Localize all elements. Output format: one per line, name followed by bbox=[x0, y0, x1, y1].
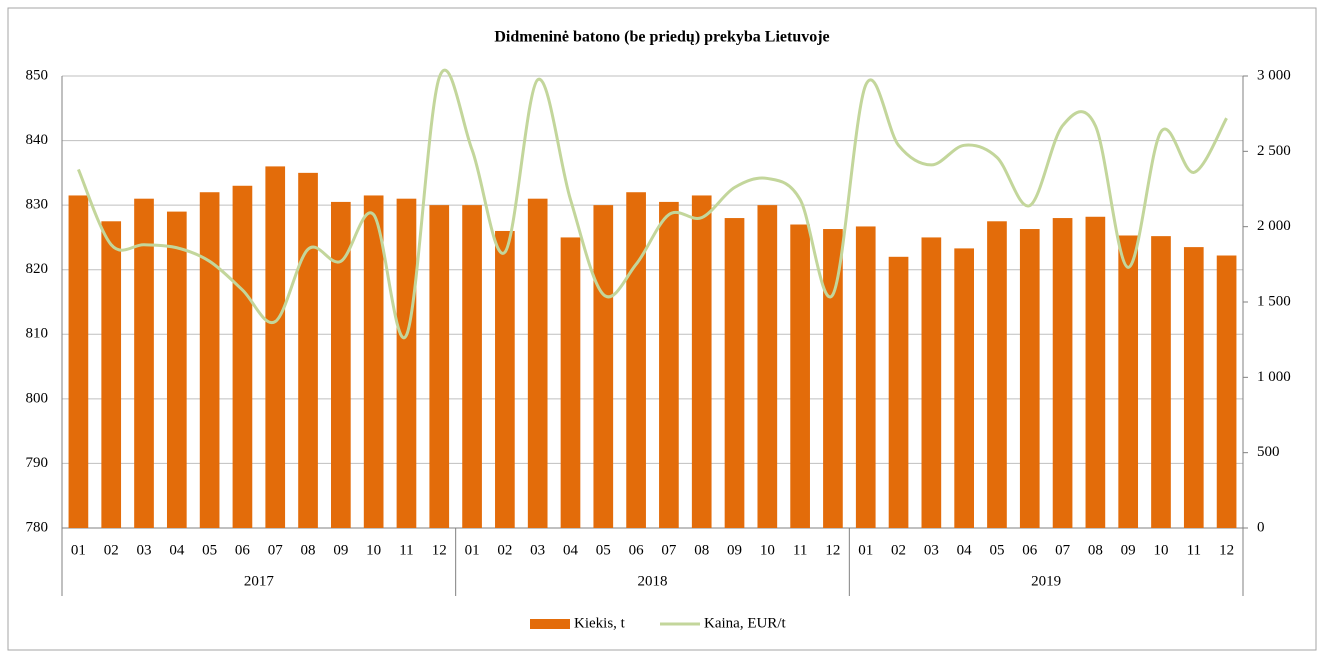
x-tick-label: 12 bbox=[1219, 542, 1234, 558]
x-tick-label: 02 bbox=[104, 542, 119, 558]
x-tick-label: 01 bbox=[858, 542, 873, 558]
x-tick-label: 01 bbox=[465, 542, 480, 558]
line bbox=[77, 68, 1228, 340]
x-tick-label: 07 bbox=[1055, 542, 1071, 558]
x-tick-label: 06 bbox=[235, 542, 251, 558]
x-tick-label: 12 bbox=[825, 542, 840, 558]
bar bbox=[298, 172, 318, 528]
y-tick-label: 820 bbox=[26, 261, 49, 277]
x-tick-label: 09 bbox=[333, 542, 348, 558]
bar bbox=[527, 198, 548, 528]
year-label: 2018 bbox=[638, 573, 668, 589]
x-tick-label: 10 bbox=[366, 542, 381, 558]
y-tick-label: 830 bbox=[26, 197, 49, 213]
bar bbox=[331, 201, 351, 528]
x-tick-label: 08 bbox=[694, 542, 709, 558]
bar bbox=[691, 195, 712, 528]
y2-tick-label: 2 500 bbox=[1257, 143, 1291, 159]
bar bbox=[659, 201, 679, 528]
bar bbox=[166, 211, 187, 528]
x-tick-label: 07 bbox=[661, 542, 677, 558]
bar bbox=[823, 229, 843, 528]
x-tick-label: 10 bbox=[760, 542, 775, 558]
bar bbox=[626, 192, 646, 528]
x-tick-label: 04 bbox=[169, 542, 185, 558]
bar bbox=[1052, 218, 1073, 529]
bar bbox=[855, 226, 876, 529]
y2-tick-label: 0 bbox=[1257, 519, 1265, 535]
x-tick-label: 03 bbox=[924, 542, 939, 558]
x-tick-label: 03 bbox=[530, 542, 545, 558]
bar bbox=[101, 221, 122, 529]
legend-label: Kaina, EUR/t bbox=[704, 615, 786, 631]
x-tick-label: 09 bbox=[1121, 542, 1136, 558]
bar bbox=[68, 195, 89, 528]
bar bbox=[265, 166, 286, 528]
bar bbox=[1085, 216, 1106, 528]
y-tick-label: 790 bbox=[26, 455, 49, 471]
bar bbox=[1216, 255, 1237, 528]
y-tick-label: 850 bbox=[26, 67, 49, 83]
bar bbox=[1183, 247, 1204, 528]
bar bbox=[396, 198, 417, 528]
legend-label: Kiekis, t bbox=[574, 615, 626, 631]
x-tick-label: 11 bbox=[399, 542, 413, 558]
year-label: 2019 bbox=[1031, 573, 1061, 589]
x-tick-label: 02 bbox=[497, 542, 512, 558]
x-tick-label: 05 bbox=[989, 542, 1004, 558]
legend-swatch bbox=[530, 619, 570, 629]
x-tick-label: 08 bbox=[1088, 542, 1103, 558]
bar bbox=[462, 205, 482, 528]
bar bbox=[757, 205, 778, 528]
x-tick-label: 05 bbox=[202, 542, 217, 558]
bar bbox=[232, 185, 253, 528]
y2-tick-label: 500 bbox=[1257, 444, 1280, 460]
bar bbox=[724, 218, 745, 529]
y-tick-label: 840 bbox=[26, 132, 49, 148]
chart-title: Didmeninė batono (be priedų) prekyba Lie… bbox=[494, 29, 829, 46]
x-tick-label: 04 bbox=[563, 542, 579, 558]
bar bbox=[921, 237, 942, 528]
x-tick-label: 11 bbox=[1187, 542, 1201, 558]
bar bbox=[199, 192, 220, 528]
x-tick-label: 04 bbox=[957, 542, 973, 558]
x-tick-label: 09 bbox=[727, 542, 742, 558]
x-tick-label: 06 bbox=[1022, 542, 1038, 558]
y-tick-label: 780 bbox=[26, 519, 49, 535]
y2-tick-label: 3 000 bbox=[1257, 67, 1291, 83]
x-tick-label: 03 bbox=[137, 542, 152, 558]
bar bbox=[987, 221, 1007, 529]
x-tick-label: 11 bbox=[793, 542, 807, 558]
bar bbox=[790, 224, 810, 528]
y2-tick-label: 1 500 bbox=[1257, 293, 1291, 309]
x-tick-label: 08 bbox=[301, 542, 316, 558]
y-tick-label: 800 bbox=[26, 390, 49, 406]
year-label: 2017 bbox=[244, 573, 275, 589]
x-tick-label: 05 bbox=[596, 542, 611, 558]
bar bbox=[888, 256, 909, 528]
x-tick-label: 01 bbox=[71, 542, 86, 558]
x-tick-label: 12 bbox=[432, 542, 447, 558]
bar bbox=[363, 195, 384, 528]
bar bbox=[495, 230, 515, 528]
y2-tick-label: 1 000 bbox=[1257, 369, 1291, 385]
bar bbox=[1151, 236, 1171, 528]
bar bbox=[593, 205, 614, 528]
bar bbox=[1019, 229, 1040, 528]
x-tick-label: 10 bbox=[1153, 542, 1168, 558]
x-tick-label: 02 bbox=[891, 542, 906, 558]
y-tick-label: 810 bbox=[26, 326, 49, 342]
y2-tick-label: 2 000 bbox=[1257, 218, 1291, 234]
x-tick-label: 07 bbox=[268, 542, 284, 558]
bar bbox=[1118, 235, 1139, 528]
bar bbox=[134, 198, 154, 528]
x-tick-label: 06 bbox=[629, 542, 645, 558]
bar bbox=[954, 248, 974, 529]
bar bbox=[560, 237, 581, 528]
bar bbox=[429, 205, 450, 528]
